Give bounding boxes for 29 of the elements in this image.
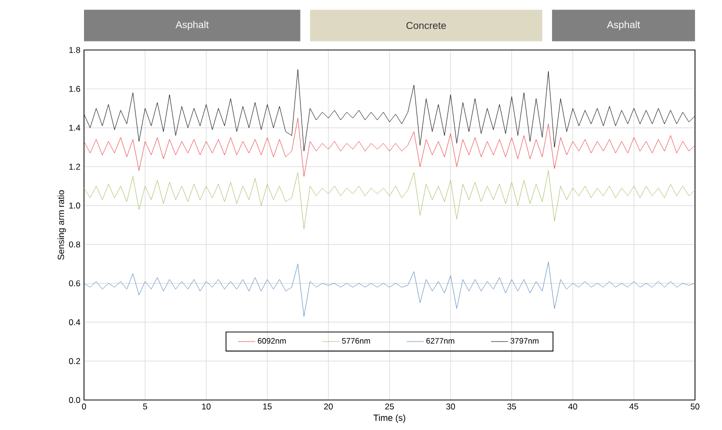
y-axis-title: Sensing arm ratio bbox=[58, 190, 66, 260]
text: Asphalt bbox=[606, 20, 640, 30]
text: Concrete bbox=[406, 22, 446, 30]
line-series bbox=[84, 262, 696, 317]
y-tick-label: 0.8 bbox=[69, 241, 80, 248]
x-tick-label: 35 bbox=[507, 404, 516, 410]
x-tick-label: 5 bbox=[143, 404, 148, 410]
x-axis-title: Time (s) bbox=[373, 414, 406, 423]
y-tick-label: 0.2 bbox=[69, 358, 80, 364]
text: Asphalt bbox=[176, 20, 209, 30]
x-tick-label: 40 bbox=[568, 404, 578, 410]
line-series bbox=[84, 118, 696, 177]
x-tick-label: 30 bbox=[446, 404, 455, 410]
x-tick-label: 50 bbox=[690, 404, 700, 410]
y-tick-label: 1.0 bbox=[69, 202, 80, 209]
x-tick-label: 15 bbox=[263, 404, 272, 410]
y-tick-label: 0.0 bbox=[69, 397, 80, 403]
y-tick-label: 0.4 bbox=[69, 319, 80, 326]
x-tick-label: 10 bbox=[202, 404, 211, 410]
x-tick-label: 0 bbox=[82, 404, 86, 410]
y-tick-label: 1.2 bbox=[69, 164, 80, 170]
line-series bbox=[84, 170, 696, 230]
y-tick-label: 0.6 bbox=[69, 280, 80, 286]
y-tick-label: 1.8 bbox=[69, 47, 80, 53]
x-tick-label: 20 bbox=[324, 404, 333, 410]
y-tick-label: 1.4 bbox=[69, 124, 80, 131]
y-tick-label: 1.6 bbox=[69, 86, 80, 92]
x-tick-label: 25 bbox=[385, 404, 394, 410]
x-tick-label: 45 bbox=[629, 404, 638, 410]
